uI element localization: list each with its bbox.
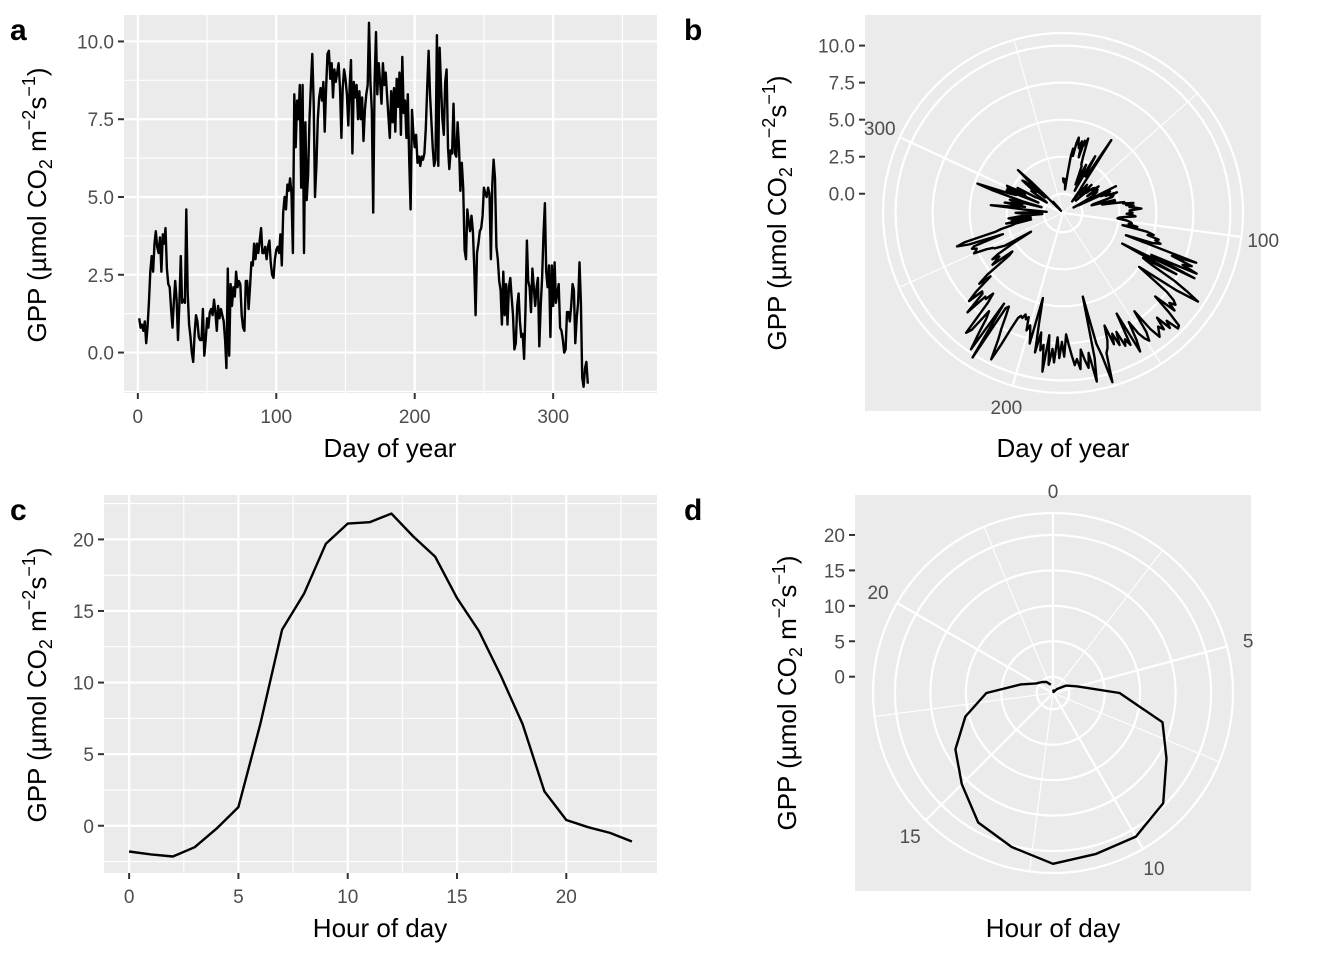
- y-tick-label: 15: [73, 602, 94, 623]
- x-axis-title: Hour of day: [313, 913, 447, 943]
- panel-label-d: d: [684, 494, 702, 527]
- y-tick-label: 20: [73, 530, 94, 551]
- y-tick-label: 10: [73, 674, 94, 695]
- x-axis-title: Day of year: [324, 433, 457, 463]
- r-tick-label: 0: [834, 668, 845, 689]
- radial-gridline: [894, 44, 1232, 382]
- polar-gridlines: [881, 31, 1245, 395]
- y-tick-label: 0: [83, 817, 94, 838]
- minor-spoke: [874, 692, 1054, 718]
- diurnal-gpp-line: [128, 512, 633, 858]
- y-axis-title: GPP (µmol CO2 m−2s−1): [19, 547, 56, 822]
- x-tick-label: 20: [556, 887, 577, 908]
- y-tick-label: 7.5: [88, 110, 114, 131]
- theta-tick-label: 10: [1143, 859, 1164, 880]
- minor-spoke: [1028, 692, 1054, 872]
- daily-gpp-line: [138, 21, 589, 388]
- inner-gridline: [1042, 192, 1084, 234]
- x-axis-title: Day of year: [997, 433, 1130, 463]
- x-tick-label: 5: [233, 887, 244, 908]
- y-tick-label: 0.0: [88, 344, 114, 365]
- panel-c-diurnal-cartesian: 0 5 10 15 20 0 5 10 15 20 c Hour of day GPP (µmol…: [10, 494, 657, 943]
- axis-ticks: 100 200 300 0.0 2.5 5.0 7.5 10.0: [818, 37, 1279, 419]
- x-tick-label: 100: [260, 407, 292, 428]
- y-tick-label: 5: [83, 745, 94, 766]
- major-spoke: [924, 692, 1054, 822]
- diurnal-gpp-polar-line: [954, 680, 1168, 865]
- minor-spoke: [983, 526, 1054, 694]
- polar-gridlines: [871, 511, 1235, 875]
- y-tick-label: 2.5: [88, 266, 114, 287]
- x-tick-label: 300: [537, 407, 569, 428]
- x-tick-label: 15: [446, 887, 467, 908]
- r-tick-label: 20: [824, 526, 845, 547]
- daily-gpp-polar-line: [955, 136, 1200, 384]
- theta-tick-label: 0: [1048, 482, 1059, 503]
- theta-tick-label: 100: [1247, 231, 1279, 252]
- theta-tick-label: 15: [900, 827, 921, 848]
- x-tick-label: 0: [124, 887, 135, 908]
- minor-spoke: [1013, 39, 1064, 214]
- r-tick-label: 7.5: [829, 74, 855, 95]
- panel-a-daily-cartesian: 0 100 200 300 0.0 2.5 5.0 7.5 10.0 a Day of year…: [10, 14, 657, 463]
- r-tick-label: 5.0: [829, 111, 855, 132]
- major-spoke: [1052, 692, 1144, 850]
- r-tick-label: 10.0: [818, 37, 855, 58]
- y-tick-label: 5.0: [88, 188, 114, 209]
- r-tick-label: 5: [834, 632, 845, 653]
- plot-background: [104, 495, 657, 873]
- r-tick-label: 10: [824, 597, 845, 618]
- x-tick-label: 0: [133, 407, 144, 428]
- x-axis-title: Hour of day: [986, 913, 1120, 943]
- minor-spoke: [1052, 549, 1164, 694]
- theta-tick-label: 200: [991, 398, 1023, 419]
- outer-gridline: [881, 31, 1245, 395]
- major-spoke: [1062, 211, 1242, 239]
- panel-d-diurnal-polar: 0 5 10 15 20 0 5 10 15 20 d Hour of day GPP (µmol…: [684, 482, 1253, 943]
- y-axis-title: GPP (µmol CO2 m−2s−1): [769, 555, 806, 830]
- panel-label-a: a: [10, 14, 27, 47]
- r-tick-label: 0.0: [829, 185, 855, 206]
- axis-ticks: 0 5 10 15 20 0 5 10 15 20: [824, 482, 1254, 880]
- y-tick-label: 10.0: [77, 32, 114, 53]
- r-tick-label: 2.5: [829, 148, 855, 169]
- major-spoke: [1052, 645, 1228, 695]
- axis-ticks: 0 100 200 300 0.0 2.5 5.0 7.5 10.0: [77, 32, 569, 428]
- minor-spoke: [1052, 692, 1220, 763]
- radial-gridline: [968, 118, 1158, 308]
- panel-label-c: c: [10, 494, 27, 527]
- y-axis-title: GPP (µmol CO2 m−2s−1): [759, 75, 796, 350]
- plot-background: [124, 15, 657, 393]
- y-axis-title: GPP (µmol CO2 m−2s−1): [19, 67, 56, 342]
- radial-gridline: [1005, 155, 1121, 271]
- axis-ticks: 0 5 10 15 20 0 5 10 15 20: [73, 530, 577, 908]
- major-spoke: [896, 602, 1054, 694]
- theta-tick-label: 5: [1243, 632, 1254, 653]
- theta-tick-label: 20: [867, 583, 888, 604]
- panel-label-b: b: [684, 14, 702, 47]
- x-tick-label: 200: [399, 407, 431, 428]
- theta-tick-label: 300: [864, 119, 896, 140]
- x-tick-label: 10: [337, 887, 358, 908]
- gridlines: [104, 495, 657, 873]
- major-spoke: [1011, 212, 1065, 387]
- r-tick-label: 15: [824, 561, 845, 582]
